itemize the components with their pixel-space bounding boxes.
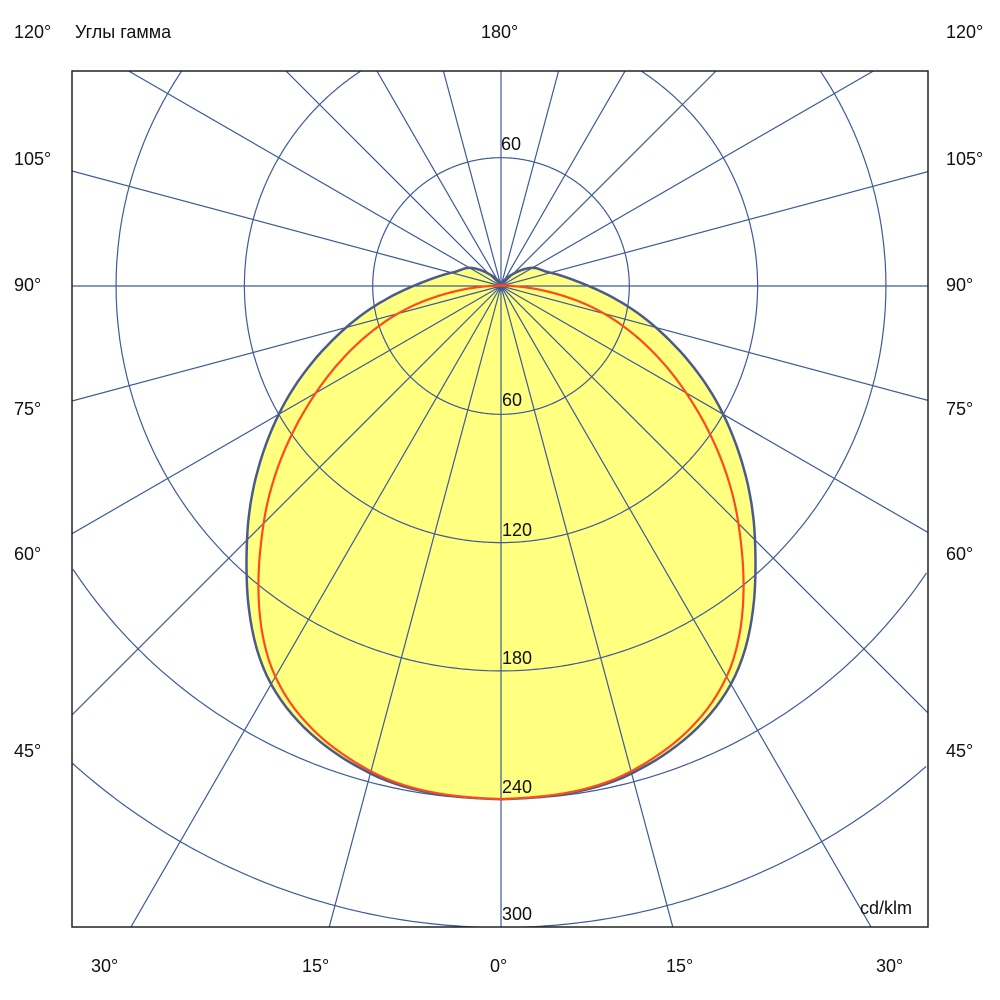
spoke-240 — [128, 71, 502, 287]
angle-label-left: 45° — [14, 741, 42, 761]
angle-label-top: 180° — [481, 22, 519, 42]
spoke-135 — [500, 71, 717, 287]
spoke-45 — [500, 285, 928, 714]
angle-label-bottom: 15° — [666, 956, 694, 976]
ring-label: 180 — [502, 648, 533, 668]
angle-label-right: 105° — [946, 149, 984, 169]
spoke-300 — [72, 285, 502, 535]
angle-label-left: 105° — [14, 149, 52, 169]
spoke-330 — [130, 285, 502, 927]
plot-frame — [71, 70, 929, 928]
angle-label-right: 60° — [946, 544, 974, 564]
spoke-195 — [442, 71, 502, 287]
chart-title: Углы гамма — [75, 22, 172, 42]
angle-label-left: 120° — [14, 22, 52, 42]
angle-label-right: 90° — [946, 275, 974, 295]
spoke-15 — [500, 285, 674, 927]
angle-label-right: 120° — [946, 22, 984, 42]
spoke-255 — [72, 170, 502, 287]
ring-label: 120 — [502, 520, 533, 540]
angle-label-right: 75° — [946, 399, 974, 419]
ring-240 — [72, 568, 927, 800]
spoke-150 — [500, 71, 626, 287]
ring-120 — [243, 71, 759, 544]
ring-300 — [72, 762, 927, 927]
spoke-315 — [72, 285, 502, 716]
angle-label-bottom: 30° — [876, 956, 904, 976]
ring-label: 300 — [502, 904, 533, 924]
angle-label-left: 90° — [14, 275, 42, 295]
spoke-120 — [500, 71, 874, 287]
spoke-75 — [500, 285, 928, 401]
spoke-30 — [500, 285, 872, 927]
spoke-210 — [376, 71, 502, 287]
ring-180 — [115, 71, 887, 672]
ring-label: 60 — [502, 390, 523, 410]
spoke-60 — [500, 285, 928, 534]
spoke-345 — [328, 285, 502, 927]
ring-label: 240 — [502, 777, 533, 797]
angle-label-left: 75° — [14, 399, 42, 419]
spoke-285 — [72, 285, 502, 402]
spoke-225 — [285, 71, 502, 287]
angle-label-bottom: 30° — [91, 956, 119, 976]
angle-label-bottom: 15° — [302, 956, 330, 976]
spoke-105 — [500, 171, 928, 287]
unit-label: cd/klm — [860, 898, 913, 918]
ring-label: 60 — [501, 134, 522, 154]
angle-label-left: 60° — [14, 544, 42, 564]
angle-label-bottom: 0° — [490, 956, 508, 976]
angle-label-right: 45° — [946, 741, 974, 761]
spoke-165 — [500, 71, 560, 287]
series-curve-c90 — [257, 283, 745, 801]
